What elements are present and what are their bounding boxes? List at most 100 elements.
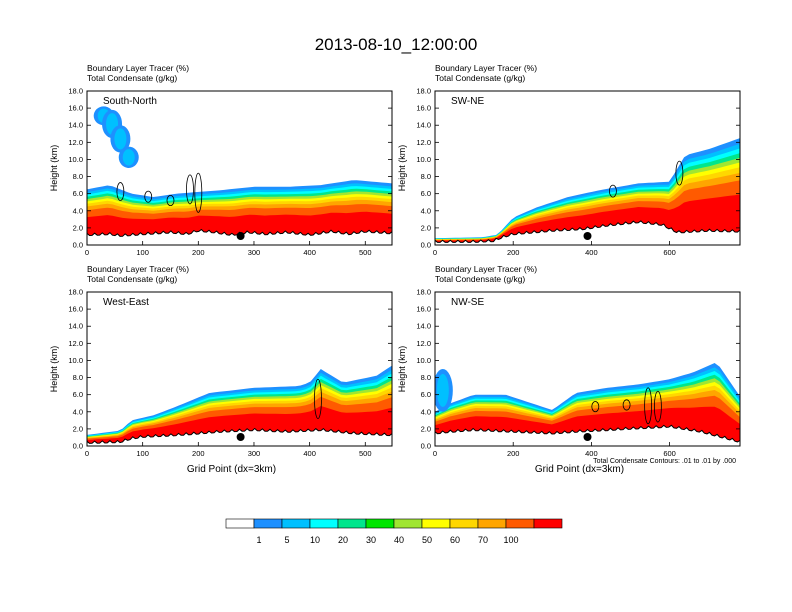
y-tick-label: 8.0 — [73, 172, 83, 181]
plot-area — [435, 292, 740, 446]
colorbar-swatch-5 — [365, 518, 395, 529]
upper-cloud-core-2 — [114, 128, 127, 150]
y-tick-label: 18.0 — [416, 87, 431, 96]
x-tick-label: 200 — [192, 248, 205, 257]
x-tick-label: 100 — [136, 449, 149, 458]
y-tick-label: 10.0 — [68, 356, 83, 365]
y-tick-label: 0.0 — [421, 442, 431, 451]
panel-2: 0.0 2.0 4.0 6.0 8.0 10.0 12.0 14.0 16.0 18.0 0 200 4… — [397, 63, 741, 257]
plot-area — [87, 292, 392, 446]
y-tick-label: 18.0 — [68, 288, 83, 297]
y-tick-label: 4.0 — [421, 206, 431, 215]
condensate-contour-3 — [194, 172, 203, 213]
y-tick-label: 18.0 — [68, 87, 83, 96]
condensate-contour-3 — [622, 399, 631, 411]
condensate-contour-1 — [144, 190, 153, 203]
x-tick-label: 200 — [507, 449, 520, 458]
colorbar-label: 100 — [503, 535, 518, 545]
colorbar-swatch-2 — [281, 518, 311, 529]
y-tick-label: 2.0 — [421, 424, 431, 433]
y-tick-label: 8.0 — [421, 172, 431, 181]
colorbar-swatch-6 — [393, 518, 423, 529]
terrain-line — [87, 427, 392, 444]
y-tick-label: 8.0 — [421, 373, 431, 382]
y-tick-label: 4.0 — [73, 206, 83, 215]
y-tick-label: 14.0 — [68, 322, 83, 331]
x-tick-label: 200 — [507, 248, 520, 257]
colorbar-swatch-10 — [505, 518, 535, 529]
plot-area — [435, 91, 740, 245]
y-tick-label: 0.0 — [421, 241, 431, 250]
location-marker — [583, 433, 592, 441]
y-tick-label: 12.0 — [68, 339, 83, 348]
panel-label: West-East — [103, 297, 149, 308]
condensate-contour-0 — [116, 182, 125, 201]
panel-title-line: Boundary Layer Tracer (%) — [87, 264, 189, 274]
x-axis-label: Grid Point (dx=3km) — [535, 464, 624, 475]
panel-1: 0.0 2.0 4.0 6.0 8.0 10.0 12.0 14.0 16.0 18.0 0 100 2… — [49, 63, 393, 257]
y-tick-label: 12.0 — [416, 339, 431, 348]
panel-label: South-North — [103, 96, 157, 107]
plot-frame — [434, 291, 741, 447]
y-tick-label: 0.0 — [73, 442, 83, 451]
x-tick-label: 300 — [248, 449, 261, 458]
x-tick-label: 600 — [663, 449, 676, 458]
panel-title-line: Boundary Layer Tracer (%) — [435, 264, 537, 274]
x-tick-label: 100 — [136, 248, 149, 257]
x-tick-label: 400 — [303, 248, 316, 257]
colorbar-swatch-11 — [533, 518, 563, 529]
x-tick-label: 200 — [192, 449, 205, 458]
panel-title-line: Total Condensate (g/kg) — [435, 274, 525, 284]
x-tick-label: 400 — [585, 248, 598, 257]
panel-4: 0.0 2.0 4.0 6.0 8.0 10.0 12.0 14.0 16.0 18.0 0 200 4… — [397, 264, 741, 475]
y-tick-label: 6.0 — [73, 189, 83, 198]
y-tick-label: 2.0 — [73, 424, 83, 433]
colorbar-swatch-0 — [225, 518, 255, 529]
condensate-contour-0 — [675, 160, 684, 186]
y-tick-label: 4.0 — [421, 407, 431, 416]
colorbar-swatch-4 — [337, 518, 367, 529]
plot-frame — [434, 90, 741, 246]
y-axis-label: Height (km) — [397, 145, 407, 192]
y-tick-label: 12.0 — [416, 138, 431, 147]
y-axis-label: Height (km) — [397, 346, 407, 393]
y-tick-label: 10.0 — [416, 356, 431, 365]
x-axis-label: Grid Point (dx=3km) — [187, 464, 276, 475]
y-tick-label: 2.0 — [421, 223, 431, 232]
colorbar-label: 60 — [450, 535, 460, 545]
panel-title-line: Boundary Layer Tracer (%) — [87, 63, 189, 73]
colorbar-label: 20 — [338, 535, 348, 545]
panel-title-line: Boundary Layer Tracer (%) — [435, 63, 537, 73]
colorbar-label: 30 — [366, 535, 376, 545]
condensate-contour-0 — [644, 387, 653, 425]
colorbar-label: 10 — [310, 535, 320, 545]
colorbar-swatch-8 — [449, 518, 479, 529]
colorbar-swatch-7 — [421, 518, 451, 529]
colorbar-swatch-3 — [309, 518, 339, 529]
y-tick-label: 2.0 — [73, 223, 83, 232]
panel-title-line: Total Condensate (g/kg) — [87, 73, 177, 83]
plot-frame — [86, 90, 393, 246]
condensate-contour-1 — [609, 184, 617, 198]
location-marker — [583, 232, 592, 240]
y-tick-label: 16.0 — [416, 305, 431, 314]
panel-title-line: Total Condensate (g/kg) — [435, 73, 525, 83]
x-tick-label: 500 — [359, 248, 372, 257]
upper-cloud-core-3 — [122, 149, 135, 166]
x-tick-label: 300 — [248, 248, 261, 257]
colorbar-swatch-9 — [477, 518, 507, 529]
y-tick-label: 16.0 — [68, 104, 83, 113]
y-tick-label: 18.0 — [416, 288, 431, 297]
figure-title: 2013-08-10_12:00:00 — [315, 35, 478, 54]
contour-note: Total Condensate Contours: .01 to .01 by… — [593, 458, 736, 465]
x-tick-label: 0 — [433, 248, 437, 257]
panel-label: NW-SE — [451, 297, 484, 308]
condensate-contour-4 — [166, 194, 175, 207]
x-tick-label: 0 — [85, 449, 89, 458]
colorbar-label: 40 — [394, 535, 404, 545]
y-tick-label: 16.0 — [68, 305, 83, 314]
y-axis-label: Height (km) — [49, 145, 59, 192]
y-axis-label: Height (km) — [49, 346, 59, 393]
colorbar-label: 5 — [284, 535, 289, 545]
